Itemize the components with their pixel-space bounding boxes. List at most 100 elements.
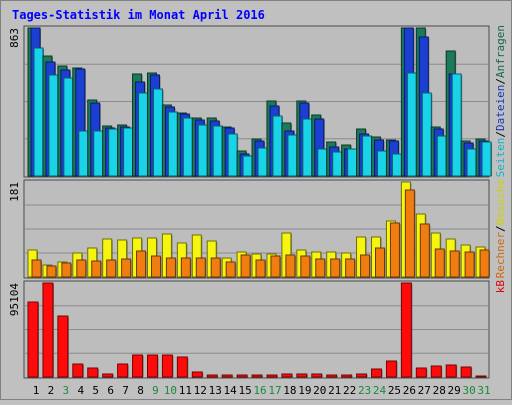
bar-seiten-day-3 xyxy=(63,77,74,177)
bar-kb-day-24 xyxy=(371,368,383,378)
x-tick-label-day-17: 17 xyxy=(268,384,281,397)
legend-seiten: Seiten xyxy=(494,138,507,178)
legend-separator: / xyxy=(494,78,507,85)
x-tick-label-day-28: 28 xyxy=(433,384,446,397)
x-tick-label-day-27: 27 xyxy=(418,384,431,397)
bar-kb-day-26 xyxy=(400,282,412,378)
bar-kb-day-19 xyxy=(296,373,308,378)
bar-seiten-day-22 xyxy=(347,148,358,177)
bar-rechner-day-15 xyxy=(240,254,251,278)
bar-seiten-day-23 xyxy=(362,135,373,177)
x-tick-label-day-21: 21 xyxy=(328,384,341,397)
bar-kb-day-7 xyxy=(117,363,129,378)
bar-rechner-day-23 xyxy=(360,254,371,278)
x-tick-label-day-10: 10 xyxy=(164,384,177,397)
bar-kb-day-27 xyxy=(415,367,427,378)
bar-kb-day-16 xyxy=(251,374,263,378)
bar-rechner-day-2 xyxy=(46,265,57,278)
bar-seiten-day-8 xyxy=(138,92,149,177)
x-tick-label-day-22: 22 xyxy=(343,384,356,397)
legend-besuche: Besuche xyxy=(494,179,507,225)
bar-kb-day-13 xyxy=(206,374,218,378)
bar-rechner-day-6 xyxy=(106,259,117,278)
bar-kb-day-1 xyxy=(27,301,39,378)
bar-kb-day-18 xyxy=(281,373,293,378)
bar-seiten-day-24 xyxy=(377,150,388,177)
bar-seiten-day-26 xyxy=(406,72,417,177)
bar-rechner-day-21 xyxy=(330,258,341,278)
panel-bottom-legend: kB xyxy=(494,280,507,294)
x-tick-label-day-2: 2 xyxy=(48,384,55,397)
bar-kb-day-3 xyxy=(57,315,69,378)
panel-bottom: 95104 kB xyxy=(8,280,507,379)
legend-rechner: Rechner xyxy=(494,232,507,279)
bar-seiten-day-20 xyxy=(317,148,328,177)
panel-middle: 181 Rechner/Besuche xyxy=(8,179,507,279)
x-tick-label-day-20: 20 xyxy=(313,384,326,397)
bar-seiten-day-28 xyxy=(436,135,447,177)
bar-rechner-day-10 xyxy=(165,257,176,278)
x-tick-label-day-13: 13 xyxy=(209,384,222,397)
bar-seiten-day-14 xyxy=(227,133,238,177)
x-axis-day-labels: 1 2 3 4 5 6 7 8 9 10 11 12 13 14 15 16 17 18 19 20 21 22 23 24 2… xyxy=(33,384,491,397)
bar-seiten-day-5 xyxy=(93,130,104,177)
bar-kb-day-8 xyxy=(132,354,144,378)
bar-kb-day-22 xyxy=(341,374,353,378)
bar-rechner-day-11 xyxy=(180,257,191,278)
bar-rechner-day-20 xyxy=(315,258,326,278)
bar-rechner-day-17 xyxy=(270,255,281,278)
x-tick-label-day-15: 15 xyxy=(238,384,251,397)
x-tick-label-day-8: 8 xyxy=(137,384,144,397)
bar-rechner-day-3 xyxy=(61,262,72,278)
bar-seiten-day-25 xyxy=(391,153,402,177)
x-tick-label-day-5: 5 xyxy=(92,384,99,397)
bar-seiten-day-10 xyxy=(167,111,178,177)
bar-kb-day-17 xyxy=(266,374,278,378)
x-tick-label-day-26: 26 xyxy=(403,384,416,397)
bar-seiten-day-30 xyxy=(466,148,477,177)
x-tick-label-day-14: 14 xyxy=(224,384,238,397)
bar-kb-day-4 xyxy=(72,363,84,378)
x-tick-label-day-16: 16 xyxy=(253,384,266,397)
bar-kb-day-2 xyxy=(42,282,54,378)
bar-kb-day-23 xyxy=(356,373,368,378)
bar-seiten-day-31 xyxy=(481,141,492,177)
x-tick-label-day-11: 11 xyxy=(179,384,192,397)
bar-seiten-day-6 xyxy=(108,128,119,177)
x-tick-label-day-29: 29 xyxy=(448,384,461,397)
bar-kb-day-30 xyxy=(460,366,472,378)
x-tick-label-day-19: 19 xyxy=(298,384,311,397)
bar-rechner-day-12 xyxy=(195,257,206,278)
bar-kb-day-28 xyxy=(430,365,442,378)
panel-top-legend-text: Seiten/Dateien/Anfragen xyxy=(494,25,507,177)
bar-seiten-day-1 xyxy=(33,47,44,177)
bar-rechner-day-13 xyxy=(210,257,221,278)
panels-group: 863Seiten/Dateien/Anfragen181Rechner/Bes… xyxy=(8,25,507,379)
legend-kb: kB xyxy=(494,280,507,294)
bar-kb-day-5 xyxy=(87,367,99,378)
bar-rechner-day-25 xyxy=(389,222,400,278)
bar-seiten-day-17 xyxy=(272,115,283,177)
bar-rechner-day-9 xyxy=(150,255,161,278)
panel-middle-legend: Rechner/Besuche xyxy=(494,179,507,278)
bar-kb-day-21 xyxy=(326,374,338,378)
bar-rechner-day-14 xyxy=(225,261,236,278)
bar-seiten-day-18 xyxy=(287,134,298,177)
x-tick-label-day-12: 12 xyxy=(194,384,207,397)
x-tick-label-day-1: 1 xyxy=(33,384,40,397)
chart-title: Tages-Statistik im Monat April 2016 xyxy=(12,8,265,22)
bar-kb-day-11 xyxy=(176,356,188,378)
bar-seiten-day-9 xyxy=(152,88,163,177)
x-tick-label-day-7: 7 xyxy=(122,384,129,397)
bar-rechner-day-26 xyxy=(404,189,415,278)
bar-kb-day-20 xyxy=(311,373,323,378)
legend-separator: / xyxy=(494,225,507,232)
bar-kb-day-25 xyxy=(385,360,397,378)
bar-rechner-day-27 xyxy=(419,223,430,278)
bar-rechner-day-4 xyxy=(76,259,87,278)
bar-kb-day-15 xyxy=(236,374,248,378)
bar-kb-day-10 xyxy=(161,354,173,378)
bar-rechner-day-8 xyxy=(136,250,147,278)
